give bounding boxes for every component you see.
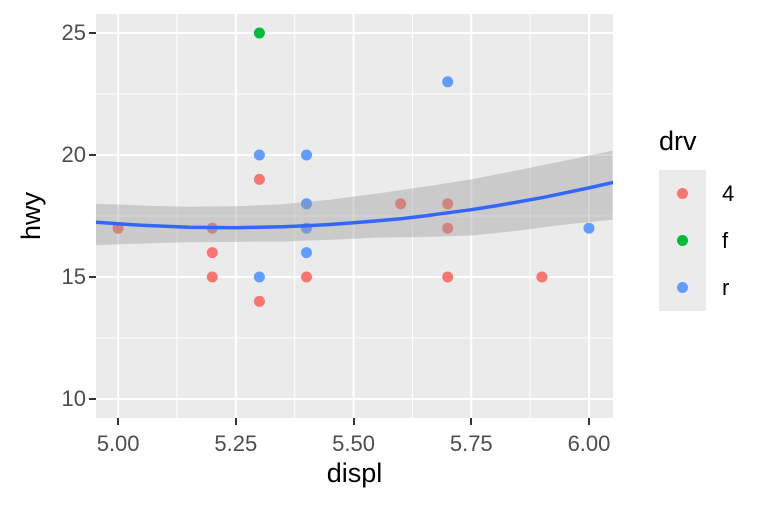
x-tick-label: 5.25: [214, 431, 258, 456]
data-point-4: [206, 247, 218, 259]
legend-dot-4-icon: [677, 188, 688, 199]
data-point-r: [301, 247, 312, 259]
legend-entry-label: f: [722, 227, 729, 253]
plot-panel: [96, 14, 613, 418]
data-point-r: [442, 76, 454, 88]
data-point-r: [583, 222, 595, 234]
y-tick-label: 10: [61, 385, 86, 411]
y-tick-mark: [89, 154, 96, 156]
data-point-4: [442, 222, 454, 234]
data-point-4: [395, 198, 407, 210]
data-point-r: [301, 149, 312, 161]
data-point-r: [253, 149, 265, 161]
legend-entry-label: r: [722, 274, 730, 300]
x-tick-mark: [470, 418, 473, 425]
data-point-4: [301, 271, 312, 283]
x-tick-mark: [234, 418, 237, 425]
legend-entry-4: 4: [659, 170, 734, 217]
legend-entry-r: r: [659, 264, 734, 311]
x-tick-label: 5.00: [96, 431, 140, 456]
x-tick-mark: [117, 418, 120, 425]
legend-key-box: [659, 264, 706, 311]
data-point-4: [536, 271, 548, 283]
x-tick-mark: [352, 418, 355, 425]
y-tick-mark: [89, 32, 96, 35]
legend-dot-f-icon: [677, 235, 688, 246]
smooth-line: [96, 180, 613, 230]
legend-title: drv: [659, 126, 697, 156]
x-tick-mark: [587, 418, 590, 425]
y-axis-title: hwy: [16, 192, 46, 241]
data-point-4: [253, 173, 265, 185]
y-tick-mark: [89, 275, 96, 278]
data-point-r: [301, 198, 312, 210]
legend-key-box: [659, 170, 706, 217]
y-tick-mark: [89, 397, 96, 400]
data-point-4: [206, 271, 218, 283]
data-point-4: [442, 271, 454, 283]
data-point-f: [253, 27, 265, 39]
legend-key-box: [659, 217, 706, 264]
y-tick-label: 15: [61, 263, 86, 289]
x-axis-title: displ: [326, 458, 383, 488]
legend-entry-label: 4: [722, 180, 735, 206]
legend-dot-r-icon: [677, 282, 688, 293]
x-tick-label: 5.75: [449, 431, 493, 456]
x-tick-label: 6.00: [567, 431, 611, 456]
data-point-r: [253, 271, 265, 283]
data-point-4: [253, 295, 265, 307]
y-tick-label: 20: [61, 142, 86, 167]
x-tick-label: 5.50: [332, 431, 375, 456]
data-point-4: [442, 198, 454, 210]
y-tick-label: 25: [61, 20, 86, 46]
confidence-ribbon: [96, 150, 613, 246]
legend-entry-f: f: [659, 217, 734, 264]
